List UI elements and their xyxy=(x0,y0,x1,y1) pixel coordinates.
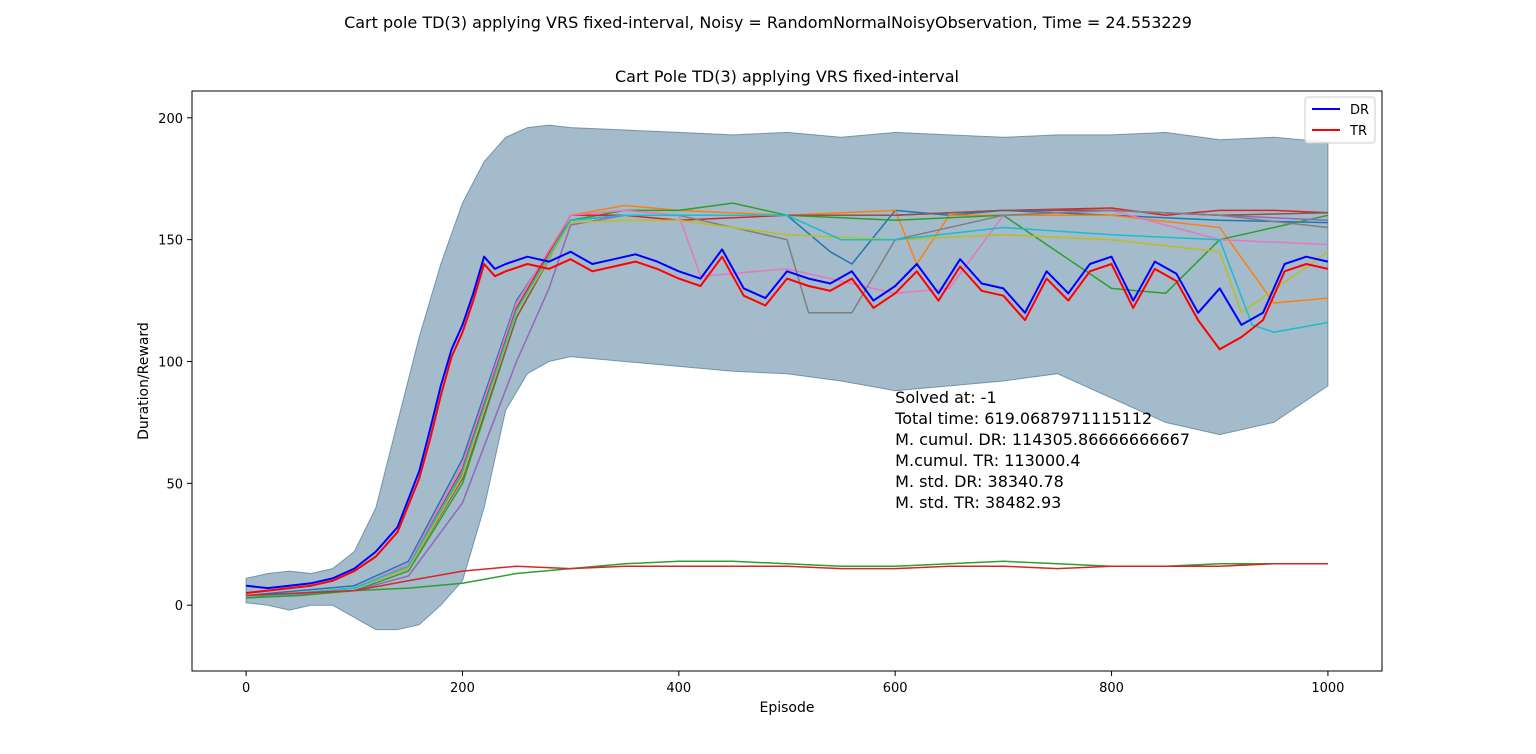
y-tick-label: 150 xyxy=(158,234,183,249)
y-tick-label: 0 xyxy=(175,599,183,614)
series-line-tr xyxy=(245,255,1329,594)
series-layer xyxy=(245,202,1329,599)
series-line-13 xyxy=(246,563,1328,597)
series-line-11 xyxy=(246,214,1329,599)
x-axis-ticks: 0 200 400 600 800 1000 xyxy=(242,671,1344,696)
std-band-layer xyxy=(245,124,1329,631)
x-tick-label: 1000 xyxy=(1311,681,1344,696)
annotation-line: Solved at: -1 xyxy=(895,388,996,407)
plot-frame xyxy=(191,90,1383,672)
plot-area xyxy=(245,124,1329,631)
x-tick-label: 800 xyxy=(1099,681,1124,696)
legend-tr-label: TR xyxy=(1349,124,1367,139)
y-tick-label: 200 xyxy=(158,112,183,127)
x-axis-label: Episode xyxy=(760,700,815,716)
annotation-line: M. std. DR: 38340.78 xyxy=(895,472,1064,491)
legend: DR TR xyxy=(1304,96,1376,144)
stats-annotation: Solved at: -1 Total time: 619.06879711151… xyxy=(894,388,1190,512)
annotation-line: Total time: 619.0687971115112 xyxy=(894,409,1152,428)
x-tick-label: 400 xyxy=(666,681,691,696)
y-axis-ticks: 0 50 100 150 200 xyxy=(158,112,192,614)
x-tick-label: 600 xyxy=(883,681,908,696)
y-tick-label: 100 xyxy=(158,356,183,371)
series-line-10 xyxy=(246,219,1329,599)
legend-dr-label: DR xyxy=(1350,103,1369,118)
annotation-line: M.cumul. TR: 113000.4 xyxy=(895,451,1080,470)
figure-suptitle: Cart pole TD(3) applying VRS fixed-inter… xyxy=(344,13,1192,32)
chart-title: Cart Pole TD(3) applying VRS fixed-inter… xyxy=(615,67,959,86)
y-tick-label: 50 xyxy=(166,477,183,492)
x-tick-label: 200 xyxy=(450,681,475,696)
series-line-dr xyxy=(245,248,1329,590)
std-band xyxy=(245,124,1329,631)
annotation-line: M. std. TR: 38482.93 xyxy=(895,493,1061,512)
annotation-line: M. cumul. DR: 114305.86666666667 xyxy=(895,430,1190,449)
y-axis-label: Duration/Reward xyxy=(136,322,152,440)
x-tick-label: 0 xyxy=(242,681,250,696)
